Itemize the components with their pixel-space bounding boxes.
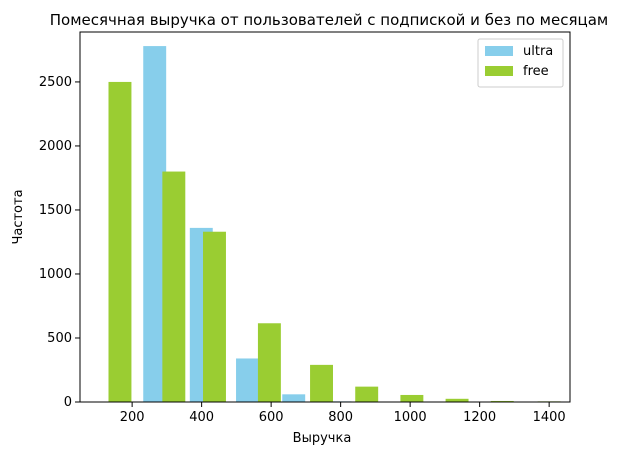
y-tick-label-1500: 1500	[39, 203, 72, 218]
x-tick-label-1000: 1000	[394, 410, 427, 425]
bar-free-4	[310, 364, 333, 402]
legend-swatch-free	[485, 66, 513, 76]
legend: ultra free	[477, 38, 564, 88]
chart-title: Помесячная выручка от пользователей с по…	[50, 11, 608, 29]
y-tick-label-0: 0	[64, 395, 72, 410]
x-tick-label-1200: 1200	[463, 410, 496, 425]
x-tick-label-200: 200	[120, 410, 145, 425]
bar-ultra-3	[282, 394, 306, 402]
bar-free-8	[490, 400, 514, 402]
x-tick-label-400: 400	[189, 410, 214, 425]
ticks: 200 400 600 800 1000 1200 1400 0 500 1000 1500 2000…	[39, 75, 566, 425]
x-tick-label-800: 800	[328, 410, 353, 425]
bar-free-7	[445, 398, 469, 402]
bar-free-3	[257, 323, 281, 402]
x-tick-label-600: 600	[259, 410, 284, 425]
legend-label-free: free	[523, 64, 549, 79]
y-tick-label-2000: 2000	[39, 139, 72, 154]
bar-free-1	[162, 171, 186, 402]
x-tick-label-1400: 1400	[533, 410, 566, 425]
y-tick-label-500: 500	[47, 331, 72, 346]
bar-free-0	[108, 81, 132, 403]
bar-free-2	[203, 231, 226, 402]
y-axis-title: Частота	[11, 189, 26, 244]
bar-ultra-0	[143, 46, 167, 403]
x-axis-title: Выручка	[293, 431, 352, 446]
plot-frame	[79, 31, 571, 403]
legend-swatch-ultra	[485, 46, 513, 56]
bar-free-6	[400, 394, 424, 402]
bar-ultra-2	[236, 358, 259, 402]
bar-free-5	[355, 386, 379, 402]
legend-label-ultra: ultra	[523, 44, 553, 59]
y-tick-label-2500: 2500	[39, 75, 72, 90]
y-tick-label-1000: 1000	[39, 267, 72, 282]
bars	[108, 46, 561, 403]
